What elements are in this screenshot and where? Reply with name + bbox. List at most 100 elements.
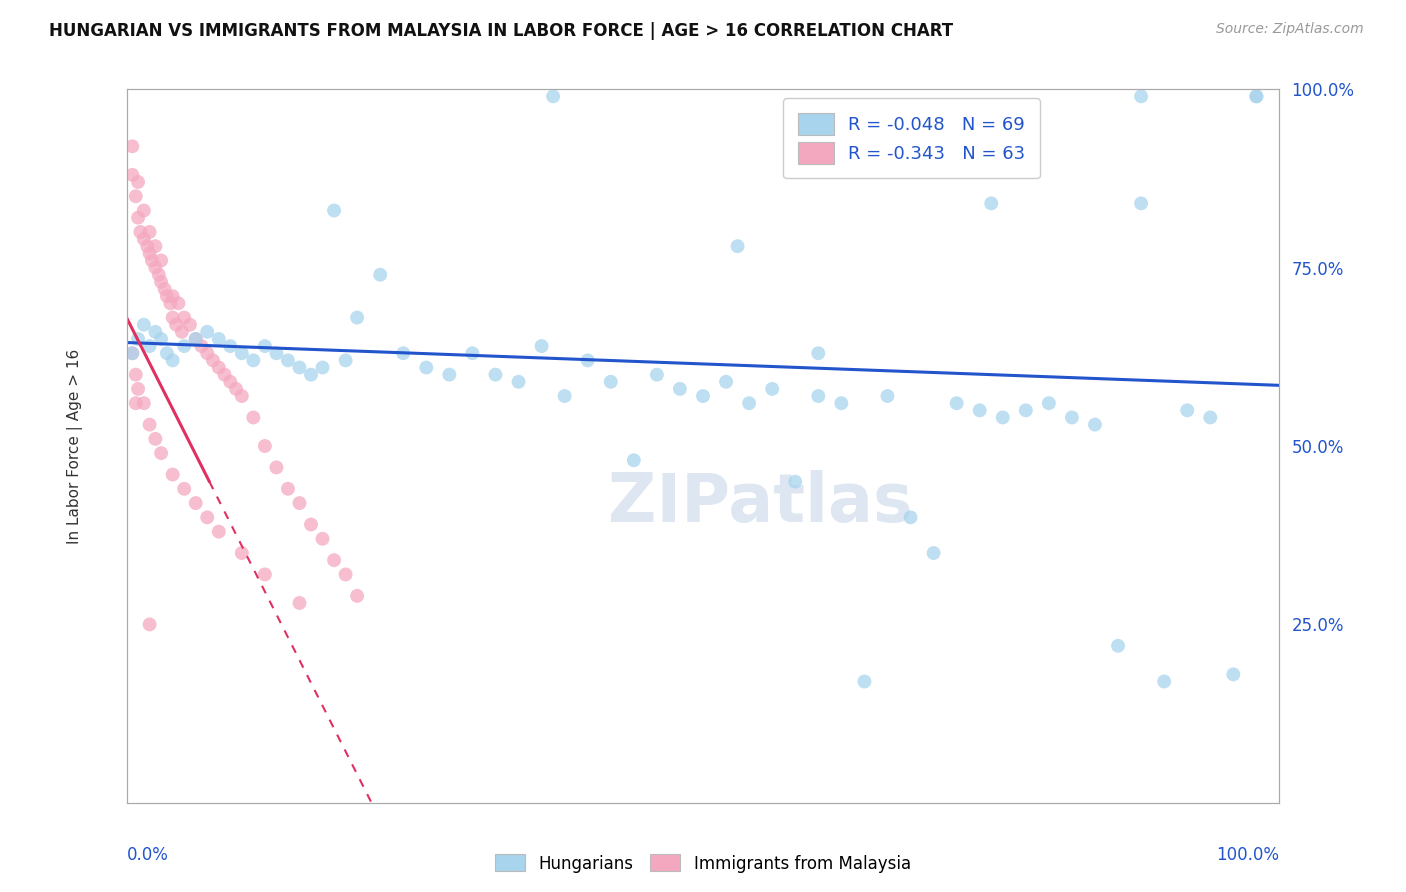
Point — [727, 239, 749, 253]
Point — [692, 389, 714, 403]
Point — [179, 318, 201, 332]
Point — [253, 339, 276, 353]
Point — [1060, 410, 1083, 425]
Point — [242, 410, 264, 425]
Point — [346, 310, 368, 325]
Point — [242, 353, 264, 368]
Point — [150, 253, 173, 268]
Point — [807, 389, 830, 403]
Point — [195, 346, 218, 360]
Point — [127, 332, 149, 346]
Point — [311, 360, 333, 375]
Point — [299, 368, 322, 382]
Point — [184, 332, 207, 346]
Point — [125, 189, 148, 203]
Point — [1084, 417, 1107, 432]
Point — [484, 368, 506, 382]
Text: HUNGARIAN VS IMMIGRANTS FROM MALAYSIA IN LABOR FORCE | AGE > 16 CORRELATION CHAR: HUNGARIAN VS IMMIGRANTS FROM MALAYSIA IN… — [49, 22, 953, 40]
Point — [162, 289, 184, 303]
Point — [1130, 89, 1153, 103]
Point — [669, 382, 692, 396]
Point — [145, 432, 166, 446]
Point — [121, 346, 143, 360]
Point — [266, 346, 288, 360]
Point — [132, 232, 155, 246]
Point — [138, 246, 160, 260]
Point — [201, 353, 224, 368]
Point — [623, 453, 645, 467]
Point — [121, 346, 143, 360]
Point — [138, 225, 160, 239]
Point — [415, 360, 437, 375]
Point — [121, 168, 143, 182]
Point — [138, 617, 160, 632]
Point — [253, 439, 276, 453]
Point — [132, 396, 155, 410]
Point — [165, 318, 187, 332]
Point — [162, 310, 184, 325]
Point — [231, 346, 253, 360]
Point — [214, 368, 236, 382]
Point — [132, 203, 155, 218]
Text: 100.0%: 100.0% — [1216, 846, 1279, 863]
Text: 0.0%: 0.0% — [127, 846, 169, 863]
Point — [714, 375, 737, 389]
Point — [969, 403, 991, 417]
Point — [530, 339, 553, 353]
Point — [1015, 403, 1038, 417]
Point — [830, 396, 852, 410]
Point — [1107, 639, 1129, 653]
Point — [156, 289, 179, 303]
Point — [184, 332, 207, 346]
Point — [231, 546, 253, 560]
Point — [145, 325, 166, 339]
Point — [138, 417, 160, 432]
Point — [1038, 396, 1060, 410]
Point — [277, 482, 299, 496]
Point — [219, 375, 242, 389]
Point — [208, 360, 231, 375]
Point — [392, 346, 415, 360]
Point — [121, 139, 143, 153]
Point — [167, 296, 190, 310]
Point — [1175, 403, 1198, 417]
Legend: R = -0.048   N = 69, R = -0.343   N = 63: R = -0.048 N = 69, R = -0.343 N = 63 — [783, 98, 1040, 178]
Point — [900, 510, 922, 524]
Point — [288, 596, 311, 610]
Point — [1199, 410, 1222, 425]
Point — [184, 496, 207, 510]
Point — [125, 396, 148, 410]
Point — [195, 510, 218, 524]
Point — [162, 353, 184, 368]
Point — [173, 310, 195, 325]
Point — [153, 282, 176, 296]
Point — [136, 239, 159, 253]
Point — [346, 589, 368, 603]
Point — [173, 482, 195, 496]
Point — [129, 225, 152, 239]
Point — [1246, 89, 1268, 103]
Point — [159, 296, 181, 310]
Text: Source: ZipAtlas.com: Source: ZipAtlas.com — [1216, 22, 1364, 37]
Point — [195, 325, 218, 339]
Point — [645, 368, 668, 382]
Point — [541, 89, 564, 103]
Point — [576, 353, 599, 368]
Point — [439, 368, 461, 382]
Point — [785, 475, 807, 489]
Point — [231, 389, 253, 403]
Point — [127, 175, 149, 189]
Point — [299, 517, 322, 532]
Point — [1130, 196, 1153, 211]
Point — [138, 339, 160, 353]
Point — [991, 410, 1014, 425]
Legend: Hungarians, Immigrants from Malaysia: Hungarians, Immigrants from Malaysia — [489, 847, 917, 880]
Point — [738, 396, 761, 410]
Point — [190, 339, 212, 353]
Point — [150, 332, 173, 346]
Point — [853, 674, 876, 689]
Point — [288, 360, 311, 375]
Point — [508, 375, 530, 389]
Point — [162, 467, 184, 482]
Point — [225, 382, 247, 396]
